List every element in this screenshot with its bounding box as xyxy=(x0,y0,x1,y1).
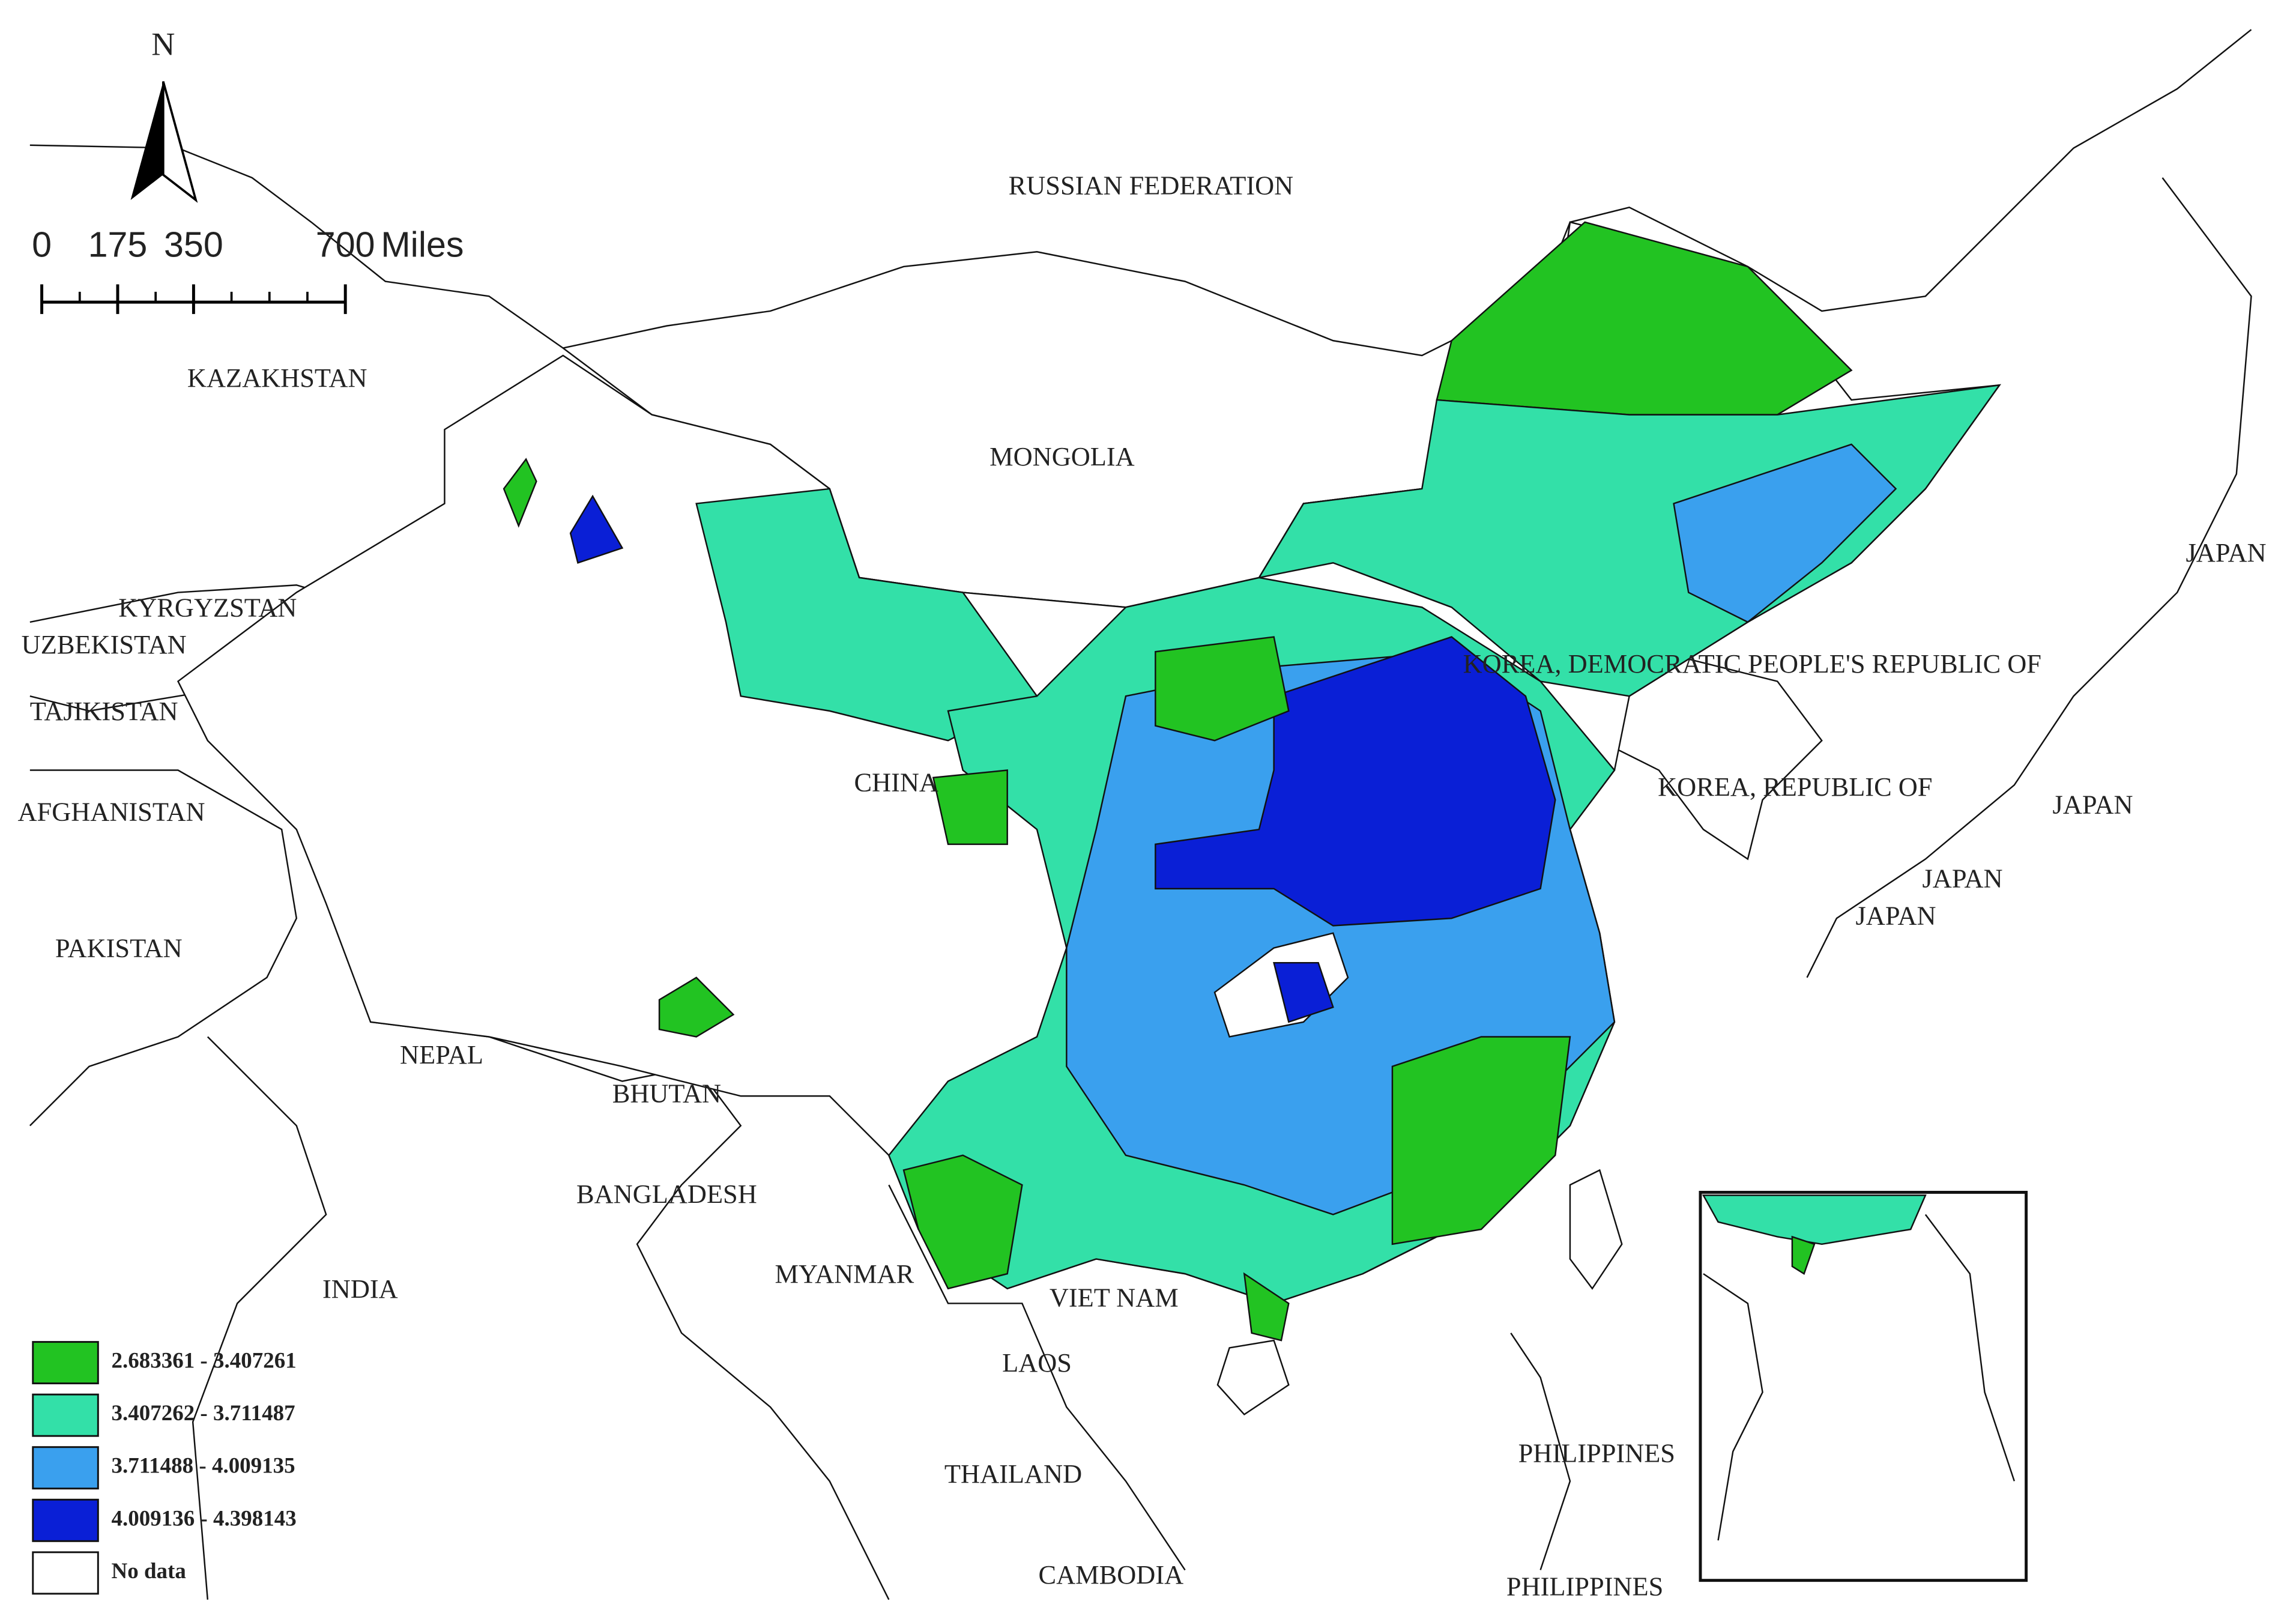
place-label: JAPAN xyxy=(2186,537,2267,567)
place-label: THAILAND xyxy=(944,1459,1082,1489)
scale-label: 175 xyxy=(88,225,148,265)
legend-label: No data xyxy=(112,1559,186,1584)
legend-label: 4.009136 - 4.398143 xyxy=(112,1506,297,1531)
place-label: PAKISTAN xyxy=(55,933,183,963)
place-label: JAPAN xyxy=(1923,864,2003,894)
china-regions xyxy=(177,221,2001,1416)
place-label: PHILIPPINES xyxy=(1518,1438,1675,1468)
place-label: RUSSIAN FEDERATION xyxy=(1009,170,1294,200)
place-label: MONGOLIA xyxy=(989,441,1135,471)
scale-label: 700 xyxy=(316,225,375,265)
place-label: BHUTAN xyxy=(612,1078,721,1108)
scale-label: 350 xyxy=(164,225,223,265)
scale-bar: 0 175 350 700 Miles xyxy=(32,225,464,314)
north-arrow: N xyxy=(130,26,198,203)
legend-label: 3.407262 - 3.711487 xyxy=(112,1401,295,1426)
place-label: CAMBODIA xyxy=(1039,1560,1184,1590)
place-label: LAOS xyxy=(1002,1348,1072,1378)
scale-unit: Miles xyxy=(381,225,464,265)
legend-swatch xyxy=(32,1393,99,1437)
legend-swatch xyxy=(32,1498,99,1542)
legend: 2.683361 - 3.407261 3.407262 - 3.711487 3.… xyxy=(32,1341,297,1595)
north-label: N xyxy=(151,26,175,62)
legend-label: 2.683361 - 3.407261 xyxy=(112,1349,297,1373)
place-label: KYRGYZSTAN xyxy=(118,592,297,622)
place-label: INDIA xyxy=(322,1274,398,1304)
place-label: TAJIKISTAN xyxy=(30,696,178,726)
place-label: JAPAN xyxy=(2053,789,2133,819)
place-labels: RUSSIAN FEDERATION KAZAKHSTAN MONGOLIA KYRG… xyxy=(17,170,2266,1601)
place-label: KOREA, DEMOCRATIC PEOPLE'S REPUBLIC OF xyxy=(1463,649,2041,679)
legend-swatch xyxy=(32,1446,99,1490)
place-label: NEPAL xyxy=(400,1040,483,1070)
place-label: UZBEKISTAN xyxy=(22,629,187,659)
place-label: CHINA xyxy=(854,767,938,797)
place-label: VIET NAM xyxy=(1050,1283,1179,1313)
scale-label: 0 xyxy=(32,225,52,265)
place-label: BANGLADESH xyxy=(576,1179,757,1209)
legend-swatch xyxy=(32,1551,99,1595)
place-label: PHILIPPINES xyxy=(1506,1572,1663,1602)
place-label: KAZAKHSTAN xyxy=(187,363,367,393)
place-label: AFGHANISTAN xyxy=(17,797,205,827)
place-label: MYANMAR xyxy=(775,1259,914,1289)
place-label: KOREA, REPUBLIC OF xyxy=(1658,772,1932,802)
place-label: JAPAN xyxy=(1856,900,1936,930)
inset-map xyxy=(1699,1191,2028,1582)
legend-swatch xyxy=(32,1341,99,1385)
legend-label: 3.711488 - 4.009135 xyxy=(112,1454,295,1478)
